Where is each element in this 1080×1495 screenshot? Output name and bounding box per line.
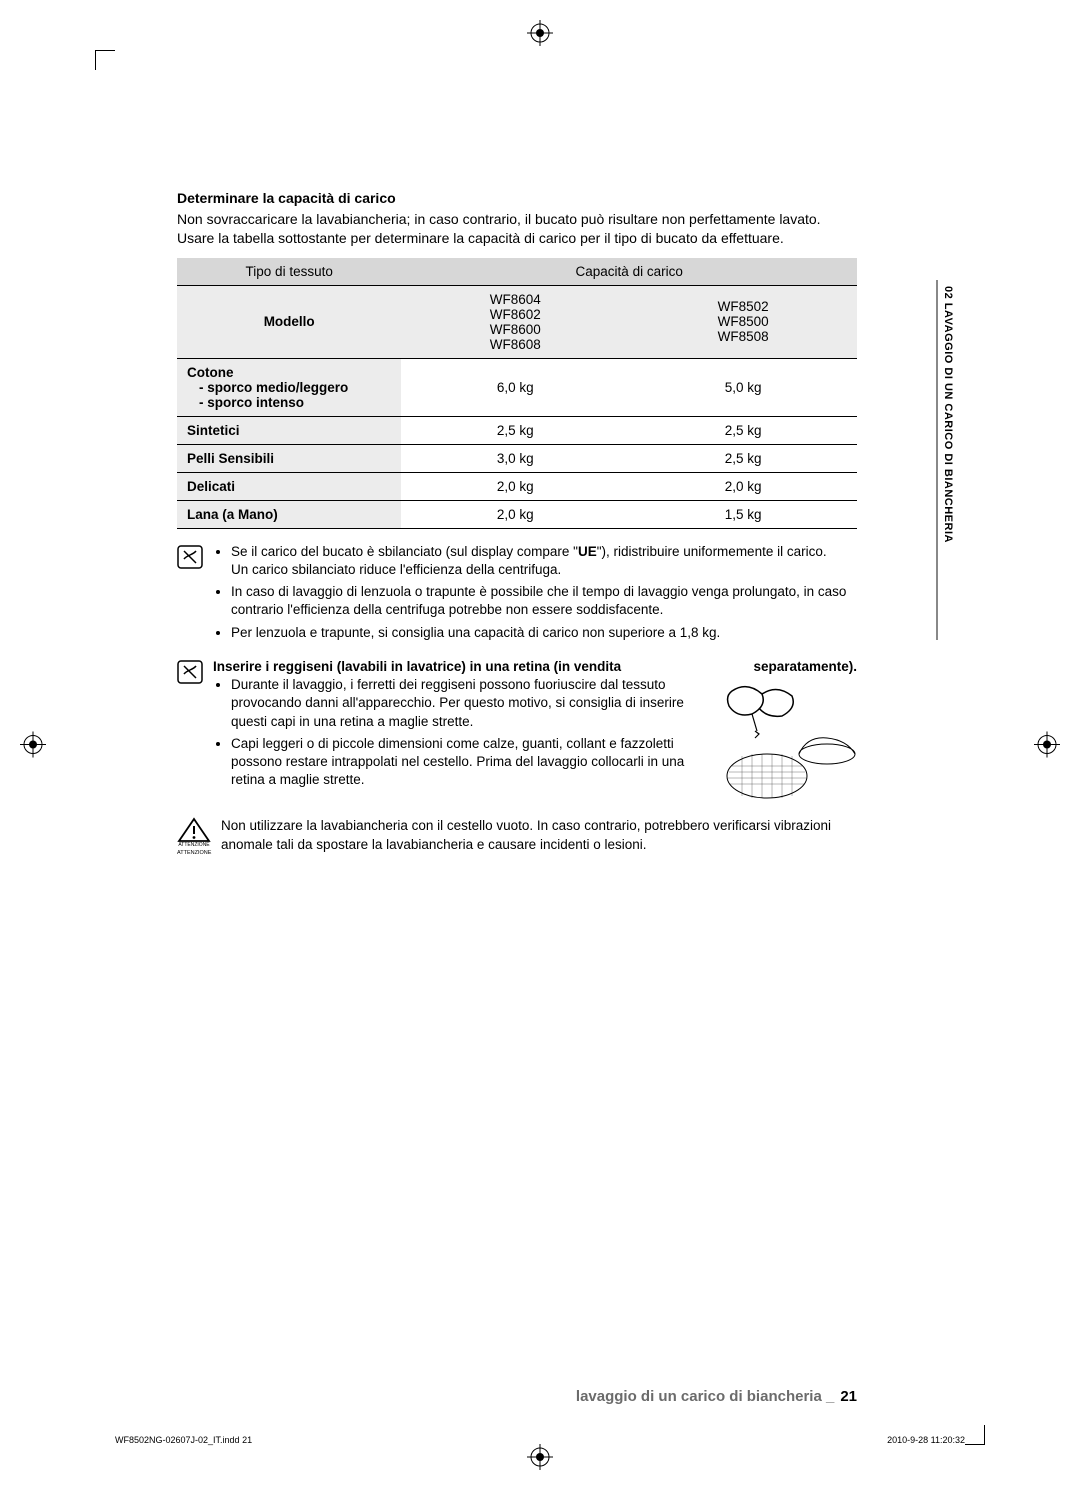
caution-block: ATTENZIONE ATTENZIONE Non utilizzare la … <box>177 817 857 856</box>
table-cell: 3,0 kg <box>401 444 629 472</box>
table-cell: 2,5 kg <box>629 416 857 444</box>
table-cell: 2,0 kg <box>401 472 629 500</box>
crop-mark-icon <box>527 1444 553 1475</box>
table-cell: 2,0 kg <box>629 472 857 500</box>
note-item: In caso di lavaggio di lenzuola o trapun… <box>231 583 857 619</box>
note-text: "), ridistribuire uniformemente il caric… <box>597 544 827 559</box>
table-cell: 6,0 kg <box>401 358 629 416</box>
section-tab-label: 02 LAVAGGIO DI UN CARICO DI BIANCHERIA <box>942 286 954 543</box>
table-cell: 1,5 kg <box>629 500 857 528</box>
table-cell: Lana (a Mano) <box>177 500 401 528</box>
note-text: Un carico sbilanciato riduce l'efficienz… <box>231 562 561 577</box>
row-sublabel: - sporco medio/leggero <box>187 380 391 395</box>
crop-corner <box>95 50 115 70</box>
note-item: Se il carico del bucato è sbilanciato (s… <box>231 543 857 579</box>
bra-net-illustration <box>697 676 857 811</box>
capacity-table: Tipo di tessuto Capacità di carico Model… <box>177 258 857 529</box>
note-icon <box>177 660 203 684</box>
caution-label: ATTENZIONE <box>177 850 211 856</box>
intro-text: Non sovraccaricare la lavabiancheria; in… <box>177 210 857 248</box>
footer-text: lavaggio di un carico di biancheria _ <box>576 1388 834 1405</box>
note-text: Se il carico del bucato è sbilanciato (s… <box>231 544 578 559</box>
print-meta: WF8502NG-02607J-02_IT.indd 21 <box>115 1435 252 1445</box>
table-cell: 2,0 kg <box>401 500 629 528</box>
note-body: Inserire i reggiseni (lavabili in lavatr… <box>213 658 857 811</box>
page-footer: lavaggio di un carico di biancheria _ 21 <box>177 1388 857 1405</box>
table-cell: Modello <box>177 285 401 358</box>
print-meta: 2010-9-28 11:20:32 <box>887 1435 965 1445</box>
table-header: Capacità di carico <box>401 258 857 286</box>
table-header: Tipo di tessuto <box>177 258 401 286</box>
section-heading: Determinare la capacità di carico <box>177 190 857 206</box>
page-content: Determinare la capacità di carico Non so… <box>177 190 857 856</box>
note-item: Durante il lavaggio, i ferretti dei regg… <box>231 676 687 731</box>
crop-corner <box>965 1425 985 1445</box>
table-cell: Pelli Sensibili <box>177 444 401 472</box>
table-cell: Cotone - sporco medio/leggero - sporco i… <box>177 358 401 416</box>
note-item: Per lenzuola e trapunte, si consiglia un… <box>231 624 857 642</box>
crop-mark-icon <box>1034 732 1060 763</box>
note-heading: separatamente). <box>753 658 857 676</box>
table-cell: WF8502 WF8500 WF8508 <box>629 285 857 358</box>
table-cell: 2,5 kg <box>629 444 857 472</box>
note-icon <box>177 545 203 569</box>
row-sublabel: - sporco intenso <box>187 395 391 410</box>
note-heading: Inserire i reggiseni (lavabili in lavatr… <box>213 658 621 676</box>
note-body: Se il carico del bucato è sbilanciato (s… <box>213 543 857 646</box>
caution-icon: ATTENZIONE ATTENZIONE <box>177 817 211 856</box>
note-text-bold: UE <box>578 544 597 559</box>
table-cell: WF8604 WF8602 WF8600 WF8608 <box>401 285 629 358</box>
row-label: Cotone <box>187 365 234 380</box>
table-cell: 2,5 kg <box>401 416 629 444</box>
caution-text: Non utilizzare la lavabiancheria con il … <box>221 817 857 856</box>
table-cell: 5,0 kg <box>629 358 857 416</box>
crop-mark-icon <box>20 732 46 763</box>
note-block: Inserire i reggiseni (lavabili in lavatr… <box>177 658 857 811</box>
note-text-col: Durante il lavaggio, i ferretti dei regg… <box>213 676 687 811</box>
svg-text:ATTENZIONE: ATTENZIONE <box>178 842 210 847</box>
table-cell: Sintetici <box>177 416 401 444</box>
page-number: 21 <box>840 1388 857 1405</box>
note-block: Se il carico del bucato è sbilanciato (s… <box>177 543 857 646</box>
table-cell: Delicati <box>177 472 401 500</box>
crop-mark-icon <box>527 20 553 51</box>
note-item: Capi leggeri o di piccole dimensioni com… <box>231 735 687 790</box>
